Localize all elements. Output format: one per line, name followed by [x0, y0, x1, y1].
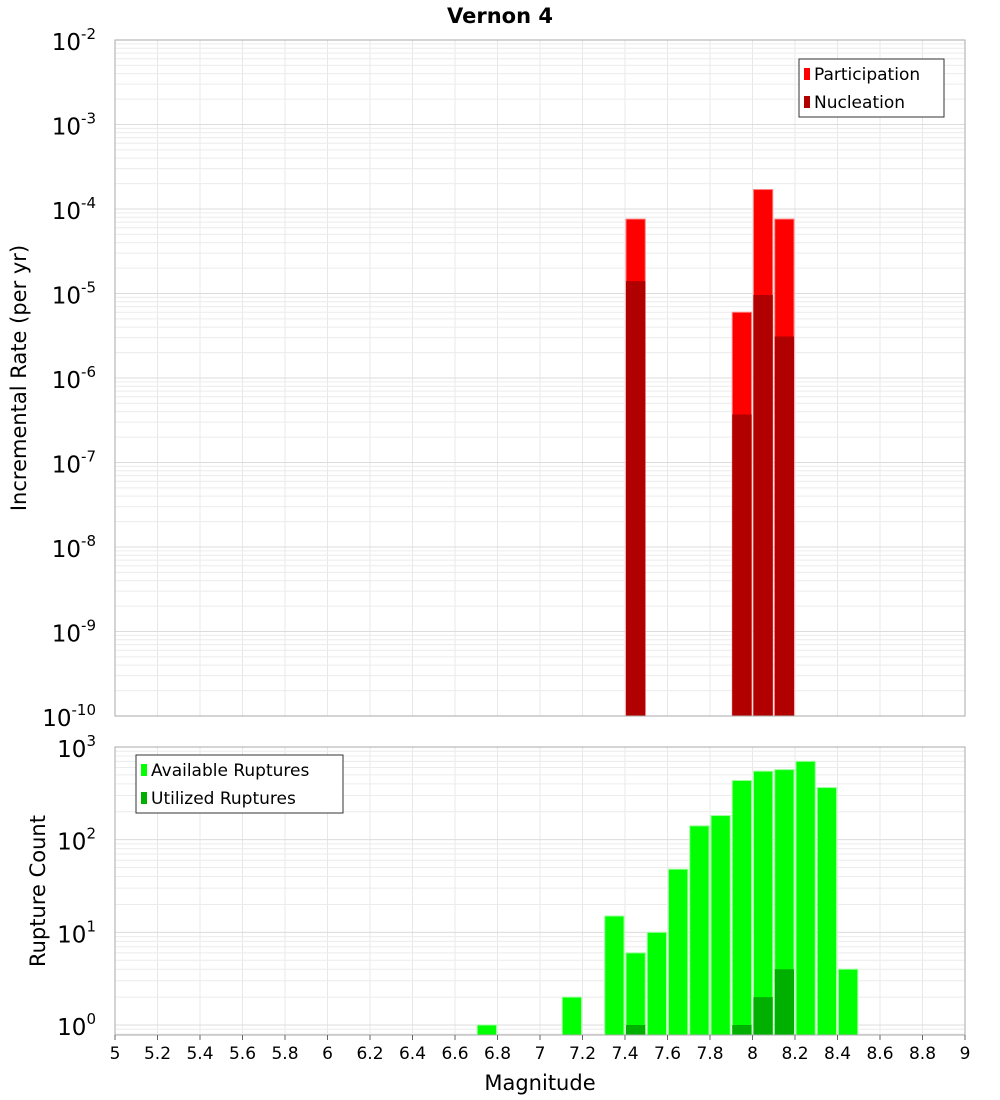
x-tick-label: 8.6	[866, 1044, 893, 1064]
x-tick-label: 5.2	[144, 1044, 171, 1064]
legend-0	[798, 58, 945, 118]
x-tick-label: 8.2	[781, 1044, 808, 1064]
bar-utilized-ruptures	[753, 997, 773, 1035]
x-tick-label: 6.2	[356, 1044, 383, 1064]
legend-swatch	[804, 96, 810, 108]
y-tick-label: 101	[57, 917, 96, 948]
x-tick-label: 5.4	[186, 1044, 213, 1064]
y-tick-label: 10-9	[52, 617, 96, 648]
y-tick-label: 10-2	[52, 25, 96, 56]
x-tick-label: 9	[960, 1044, 971, 1064]
legend-label: Nucleation	[814, 93, 905, 113]
bar-available-ruptures	[753, 770, 774, 1036]
bar-nucleation	[774, 336, 794, 716]
bar-available-ruptures	[731, 780, 752, 1036]
y-axis-label: Rupture Count	[26, 815, 50, 967]
y-tick-label: 102	[57, 825, 96, 856]
x-tick-label: 6.8	[484, 1044, 511, 1064]
chart-title: Vernon 4	[447, 4, 553, 28]
bar-utilized-ruptures	[626, 1025, 646, 1035]
legend-label: Available Ruptures	[151, 761, 309, 781]
x-tick-label: 8	[747, 1044, 758, 1064]
y-tick-label: 10-6	[52, 363, 96, 394]
x-tick-label: 7.6	[654, 1044, 681, 1064]
y-axis-label: Incremental Rate (per yr)	[7, 245, 31, 511]
legend-swatch	[804, 68, 810, 80]
y-tick-label: 10-8	[52, 532, 96, 563]
bar-available-ruptures	[561, 996, 582, 1036]
y-tick-label: 10-3	[52, 110, 96, 141]
x-tick-label: 7.4	[611, 1044, 638, 1064]
x-tick-label: 6	[322, 1044, 333, 1064]
y-tick-label: 10-4	[52, 194, 96, 225]
x-tick-label: 6.6	[441, 1044, 468, 1064]
plot-border-0	[114, 39, 966, 717]
y-tick-label: 103	[57, 732, 96, 763]
y-tick-label: 100	[57, 1010, 96, 1041]
y-tick-label: 10-7	[52, 448, 96, 479]
bar-available-ruptures	[710, 815, 731, 1036]
legend-label: Utilized Ruptures	[151, 789, 296, 809]
x-tick-label: 5.6	[229, 1044, 256, 1064]
bar-available-ruptures	[476, 1024, 497, 1036]
bar-nucleation	[732, 414, 752, 716]
x-tick-label: 7.2	[569, 1044, 596, 1064]
legend-swatch	[141, 764, 147, 776]
bar-available-ruptures	[795, 760, 816, 1036]
x-tick-label: 5.8	[271, 1044, 298, 1064]
bar-nucleation	[626, 281, 646, 716]
legend-label: Participation	[814, 65, 920, 85]
legend-swatch	[141, 792, 147, 804]
bar-available-ruptures	[689, 825, 710, 1036]
bar-nucleation	[753, 294, 773, 716]
bar-utilized-ruptures	[732, 1025, 752, 1035]
x-tick-label: 5	[110, 1044, 121, 1064]
x-tick-label: 7.8	[696, 1044, 723, 1064]
bar-available-ruptures	[838, 968, 859, 1036]
y-tick-label: 10-10	[42, 701, 96, 732]
x-axis-label: Magnitude	[484, 1071, 595, 1095]
x-tick-label: 8.8	[909, 1044, 936, 1064]
bar-utilized-ruptures	[774, 969, 794, 1035]
bar-available-ruptures	[625, 952, 646, 1036]
legend-1	[135, 754, 344, 814]
bar-available-ruptures	[816, 787, 837, 1036]
bar-available-ruptures	[646, 931, 667, 1036]
bar-available-ruptures	[668, 868, 689, 1036]
y-tick-label: 10-5	[52, 279, 96, 310]
bar-available-ruptures	[604, 915, 625, 1036]
x-tick-label: 6.4	[399, 1044, 426, 1064]
x-tick-label: 8.4	[824, 1044, 851, 1064]
x-tick-label: 7	[535, 1044, 546, 1064]
